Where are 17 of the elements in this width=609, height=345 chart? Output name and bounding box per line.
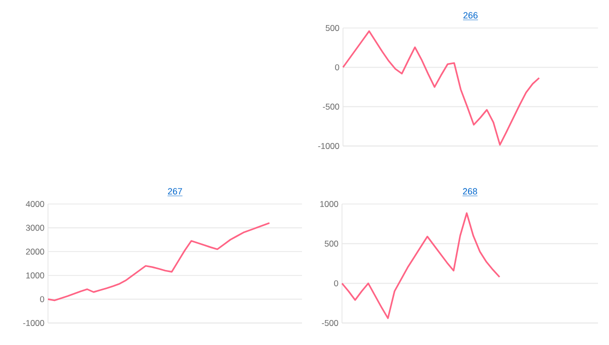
- y-tick-label: -500: [322, 320, 338, 326]
- y-tick-label: 500: [326, 25, 340, 31]
- chart-title: 268: [462, 188, 478, 195]
- y-tick-label: 2000: [26, 248, 44, 255]
- y-tick-label: 0: [335, 64, 340, 70]
- chart-title: 267: [168, 188, 182, 195]
- y-tick-label: 1000: [26, 272, 44, 278]
- y-tick-label: -500: [322, 104, 340, 110]
- y-tick-label: 0: [334, 280, 338, 286]
- y-tick-label: -1000: [318, 143, 340, 149]
- y-tick-label: 0: [40, 296, 44, 302]
- y-tick-label: 4000: [26, 201, 44, 207]
- y-tick-label: 1000: [320, 201, 338, 207]
- y-tick-label: 3000: [26, 224, 44, 231]
- chart-title: 266: [463, 12, 478, 19]
- y-tick-label: 500: [324, 240, 338, 247]
- y-tick-label: -1000: [23, 320, 44, 326]
